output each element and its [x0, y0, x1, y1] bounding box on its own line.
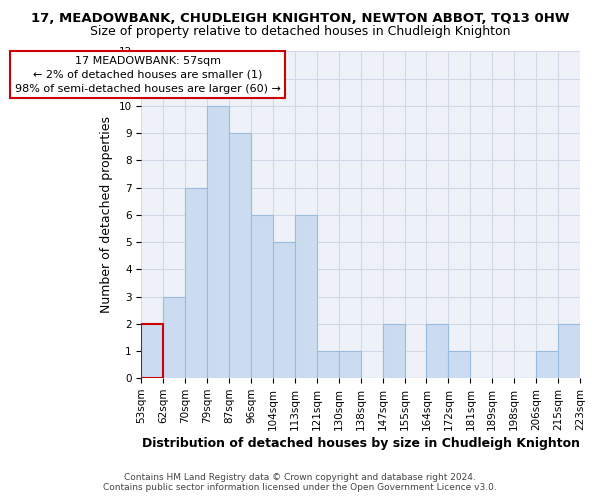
Bar — [142, 324, 163, 378]
X-axis label: Distribution of detached houses by size in Chudleigh Knighton: Distribution of detached houses by size … — [142, 437, 580, 450]
Bar — [163, 296, 185, 378]
Bar — [273, 242, 295, 378]
Bar — [427, 324, 448, 378]
Bar — [536, 351, 558, 378]
Bar — [229, 133, 251, 378]
Bar — [142, 324, 163, 378]
Text: 17, MEADOWBANK, CHUDLEIGH KNIGHTON, NEWTON ABBOT, TQ13 0HW: 17, MEADOWBANK, CHUDLEIGH KNIGHTON, NEWT… — [31, 12, 569, 26]
Y-axis label: Number of detached properties: Number of detached properties — [100, 116, 113, 314]
Bar — [448, 351, 470, 378]
Bar — [317, 351, 339, 378]
Bar — [339, 351, 361, 378]
Text: 17 MEADOWBANK: 57sqm
← 2% of detached houses are smaller (1)
98% of semi-detache: 17 MEADOWBANK: 57sqm ← 2% of detached ho… — [14, 56, 281, 94]
Bar — [383, 324, 404, 378]
Bar — [558, 324, 580, 378]
Text: Contains HM Land Registry data © Crown copyright and database right 2024.
Contai: Contains HM Land Registry data © Crown c… — [103, 473, 497, 492]
Bar — [251, 215, 273, 378]
Bar — [295, 215, 317, 378]
Text: Size of property relative to detached houses in Chudleigh Knighton: Size of property relative to detached ho… — [90, 25, 510, 38]
Bar — [185, 188, 207, 378]
Bar — [207, 106, 229, 378]
